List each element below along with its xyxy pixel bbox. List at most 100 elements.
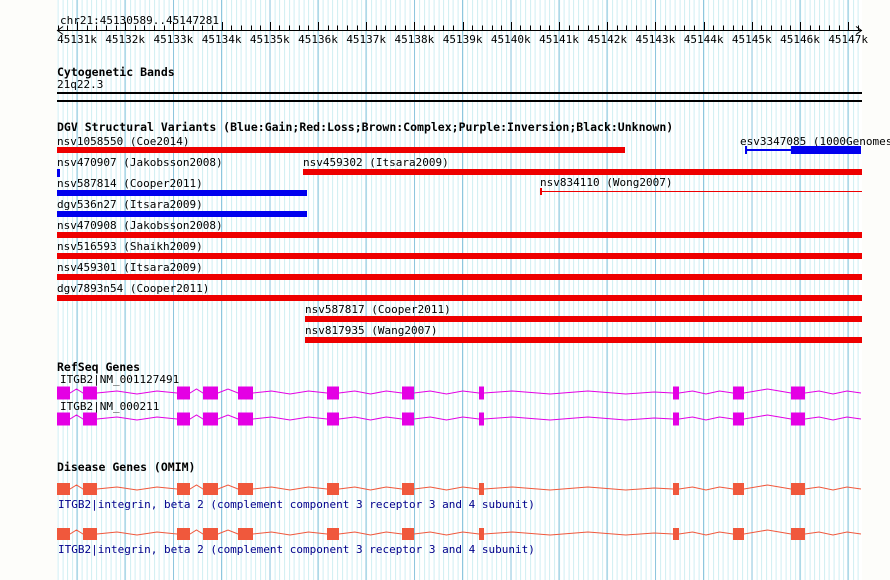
variant-label[interactable]: nsv834110 (Wong2007) xyxy=(540,176,673,189)
exon[interactable] xyxy=(327,412,339,426)
variant-bar-gain[interactable] xyxy=(745,146,747,154)
variant-label[interactable]: nsv516593 (Shaikh2009) xyxy=(57,240,203,253)
exon[interactable] xyxy=(673,483,679,495)
variant-bar-gain[interactable] xyxy=(747,149,791,151)
cytoband-bar-bottom xyxy=(57,100,862,102)
exon[interactable] xyxy=(327,483,339,495)
variant-bar-loss[interactable] xyxy=(57,147,625,153)
ruler-tick-label: 45142k xyxy=(587,33,627,46)
variant-bar-loss[interactable] xyxy=(57,274,862,280)
exon[interactable] xyxy=(479,528,484,540)
variant-label[interactable]: nsv1058550 (Coe2014) xyxy=(57,135,190,148)
exon[interactable] xyxy=(402,386,414,400)
exon[interactable] xyxy=(673,528,679,540)
exon[interactable] xyxy=(83,528,97,540)
ruler-tick-label: 45143k xyxy=(636,33,676,46)
exon[interactable] xyxy=(177,528,190,540)
exon[interactable] xyxy=(479,412,484,426)
exon[interactable] xyxy=(238,528,253,540)
exon[interactable] xyxy=(402,528,414,540)
exon[interactable] xyxy=(791,386,805,400)
refseq-section-title: RefSeq Genes xyxy=(57,360,141,374)
exon[interactable] xyxy=(203,386,218,400)
exon[interactable] xyxy=(733,386,744,400)
exon[interactable] xyxy=(83,386,97,400)
omim-gene-model[interactable] xyxy=(0,479,890,499)
variant-bar-loss[interactable] xyxy=(305,316,862,322)
exon[interactable] xyxy=(203,528,218,540)
cytoband-section-title: Cytogenetic Bands xyxy=(57,65,175,79)
ruler-tick-label: 45134k xyxy=(202,33,242,46)
exon[interactable] xyxy=(791,528,805,540)
variant-label[interactable]: dgv536n27 (Itsara2009) xyxy=(57,198,203,211)
variant-bar-gain[interactable] xyxy=(57,190,307,196)
ruler-tick-label: 45144k xyxy=(684,33,724,46)
variant-bar-loss[interactable] xyxy=(57,295,862,301)
variant-label[interactable]: nsv587814 (Cooper2011) xyxy=(57,177,203,190)
exon[interactable] xyxy=(238,483,253,495)
variant-bar-loss[interactable] xyxy=(57,232,862,238)
variant-label[interactable]: dgv7893n54 (Cooper2011) xyxy=(57,282,210,295)
exon[interactable] xyxy=(479,483,484,495)
variant-label[interactable]: nsv470907 (Jakobsson2008) xyxy=(57,156,223,169)
variant-bar-loss[interactable] xyxy=(542,191,862,192)
refseq-gene-model[interactable] xyxy=(0,383,890,403)
exon[interactable] xyxy=(733,483,744,495)
exon[interactable] xyxy=(177,412,190,426)
ruler-tick-label: 45137k xyxy=(346,33,386,46)
ruler-tick-label: 45141k xyxy=(539,33,579,46)
exon[interactable] xyxy=(733,412,744,426)
variant-bar-loss[interactable] xyxy=(540,188,542,195)
exon[interactable] xyxy=(238,386,253,400)
ruler-tick-label: 45132k xyxy=(105,33,145,46)
variant-bar-loss[interactable] xyxy=(305,337,862,343)
omim-gene-label[interactable]: ITGB2|integrin, beta 2 (complement compo… xyxy=(58,498,535,511)
ruler-tick-label: 45140k xyxy=(491,33,531,46)
exon[interactable] xyxy=(673,412,679,426)
exon[interactable] xyxy=(83,483,97,495)
exon[interactable] xyxy=(57,386,70,400)
omim-gene-model[interactable] xyxy=(0,524,890,544)
exon[interactable] xyxy=(203,412,218,426)
exon[interactable] xyxy=(733,528,744,540)
variant-bar-loss[interactable] xyxy=(57,253,862,259)
cytoband-bar-top xyxy=(57,92,862,94)
region-coordinates: chr21:45130589..45147281 xyxy=(60,14,219,27)
variant-label[interactable]: nsv459302 (Itsara2009) xyxy=(303,156,449,169)
exon[interactable] xyxy=(791,483,805,495)
ruler[interactable]: 45131k 45132k 45133k 45134k 45135k 45136k 4513… xyxy=(0,0,890,48)
cytoband-label[interactable]: 21q22.3 xyxy=(57,78,104,91)
ruler-tick-label: 45135k xyxy=(250,33,290,46)
exon[interactable] xyxy=(791,412,805,426)
exon[interactable] xyxy=(203,483,218,495)
omim-gene-label[interactable]: ITGB2|integrin, beta 2 (complement compo… xyxy=(58,543,535,556)
variant-label[interactable]: nsv817935 (Wang2007) xyxy=(305,324,438,337)
refseq-gene-label[interactable]: ITGB2|NM_001127491 xyxy=(60,373,180,386)
refseq-gene-label[interactable]: ITGB2|NM_000211 xyxy=(60,400,160,413)
exon[interactable] xyxy=(83,412,97,426)
exon[interactable] xyxy=(177,483,190,495)
exon[interactable] xyxy=(177,386,190,400)
variant-label[interactable]: nsv587817 (Cooper2011) xyxy=(305,303,451,316)
variant-bar-gain[interactable] xyxy=(57,211,307,217)
variant-label[interactable]: esv3347085 (1000GenomesCo xyxy=(740,135,890,148)
exon[interactable] xyxy=(57,528,70,540)
grid-stripes xyxy=(57,0,862,580)
exon[interactable] xyxy=(57,483,70,495)
exon[interactable] xyxy=(402,412,414,426)
exon[interactable] xyxy=(57,412,70,426)
variant-bar-loss[interactable] xyxy=(303,169,862,175)
exon[interactable] xyxy=(402,483,414,495)
variant-label[interactable]: nsv470908 (Jakobsson2008) xyxy=(57,219,223,232)
ruler-tick-label: 45136k xyxy=(298,33,338,46)
refseq-gene-model[interactable] xyxy=(0,409,890,429)
variant-bar-gain[interactable] xyxy=(791,146,861,154)
variant-bar-gain[interactable] xyxy=(57,169,60,177)
dgv-section-title: DGV Structural Variants (Blue:Gain;Red:L… xyxy=(57,120,674,134)
exon[interactable] xyxy=(238,412,253,426)
exon[interactable] xyxy=(327,386,339,400)
exon[interactable] xyxy=(479,386,484,400)
exon[interactable] xyxy=(673,386,679,400)
variant-label[interactable]: nsv459301 (Itsara2009) xyxy=(57,261,203,274)
exon[interactable] xyxy=(327,528,339,540)
